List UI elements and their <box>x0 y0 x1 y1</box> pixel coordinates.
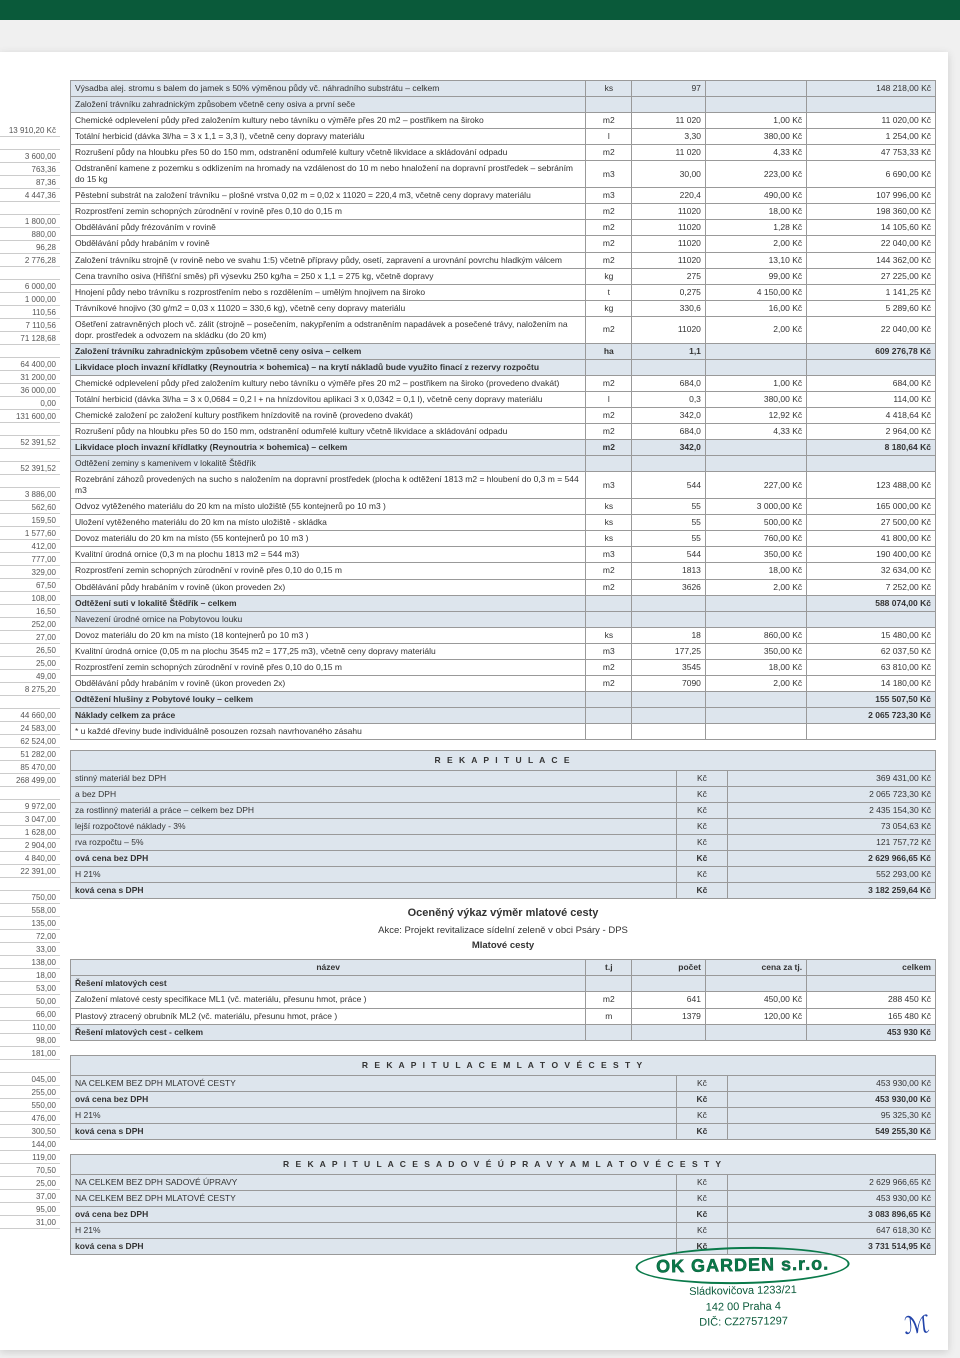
mlat-sub2: Mlatové cesty <box>70 938 936 953</box>
col-pocet: počet <box>632 960 706 976</box>
company-stamp: OK GARDEN s.r.o. Sládkovičova 1233/21 14… <box>627 1245 858 1332</box>
rekap3-title: R E K A P I T U L A C E S A D O V É Ú P … <box>71 1154 936 1174</box>
col-name: název <box>71 960 586 976</box>
rekap3-table: R E K A P I T U L A C E S A D O V É Ú P … <box>70 1154 936 1255</box>
signature: ℳ <box>903 1310 931 1341</box>
col-cena: cena za tj. <box>705 960 806 976</box>
mlat-heading: Oceněný výkaz výměr mlatové cesty <box>70 899 936 923</box>
stamp-dic: DIČ: CZ27571297 <box>628 1313 858 1332</box>
mlat-sub1: Akce: Projekt revitalizace sídelní zelen… <box>70 923 936 938</box>
rekap1-title: R E K A P I T U L A C E <box>71 750 936 770</box>
mlat-table: název t.j počet cena za tj. celkem Řešen… <box>70 959 936 1040</box>
stamp-company: OK GARDEN s.r.o. <box>627 1245 858 1286</box>
rekap2-table: R E K A P I T U L A C E M L A T O V É C … <box>70 1055 936 1140</box>
col-celkem: celkem <box>807 960 936 976</box>
rekap2-title: R E K A P I T U L A C E M L A T O V É C … <box>71 1055 936 1075</box>
left-margin-values: 13 910,20 Kč3 600,00763,3687,364 447,361… <box>0 124 60 1229</box>
rekap1-table: R E K A P I T U L A C E stinný materiál … <box>70 750 936 899</box>
main-table: Výsadba alej. stromu s balem do jamek s … <box>70 80 936 740</box>
col-tj: t.j <box>586 960 632 976</box>
